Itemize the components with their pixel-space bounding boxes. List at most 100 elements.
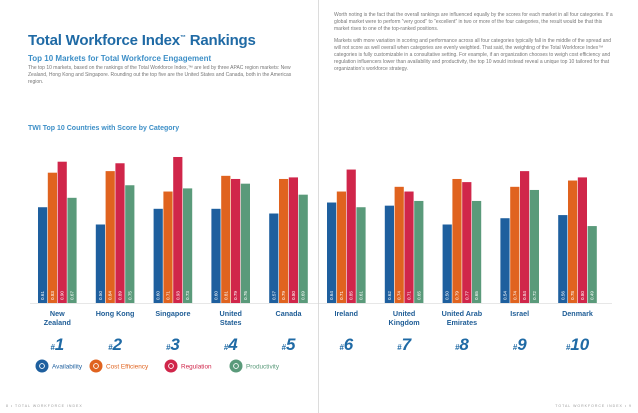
category-label-united-states: States (220, 318, 242, 327)
bar-united-arab-emirates-regulation (462, 182, 472, 303)
rank-ireland: #6 (339, 335, 353, 354)
data-label-denmark-productivity: 0.49 (590, 291, 595, 300)
data-label-singapore-regulation: 0.93 (175, 291, 180, 300)
category-label-israel: Israel (510, 309, 529, 318)
data-label-ireland-regulation: 0.85 (349, 291, 354, 300)
data-label-ireland-cost-efficiency: 0.71 (339, 291, 344, 300)
bar-united-states-productivity (240, 183, 250, 303)
bar-canada-availability (269, 213, 279, 303)
legend-availability-glyph (39, 363, 45, 369)
bar-united-kingdom-cost-efficiency (394, 186, 404, 303)
category-label-canada: Canada (276, 309, 303, 318)
data-label-united-kingdom-availability: 0.62 (387, 291, 392, 300)
data-label-new-zealand-productivity: 0.67 (70, 291, 75, 300)
data-label-new-zealand-availability: 0.61 (40, 291, 45, 300)
category-label-new-zealand: New (50, 309, 65, 318)
data-label-hong-kong-regulation: 0.89 (118, 291, 123, 300)
bar-hong-kong-regulation (115, 163, 125, 303)
data-label-united-states-cost-efficiency: 0.81 (223, 291, 228, 300)
category-label-united-kingdom: United (393, 309, 415, 318)
bar-united-kingdom-availability (384, 205, 394, 303)
bar-israel-productivity (529, 189, 539, 303)
bar-singapore-productivity (183, 188, 193, 303)
data-label-canada-cost-efficiency: 0.79 (281, 291, 286, 300)
data-label-hong-kong-availability: 0.50 (98, 291, 103, 300)
data-label-denmark-cost-efficiency: 0.78 (570, 291, 575, 300)
data-label-canada-availability: 0.57 (271, 291, 276, 300)
data-label-singapore-cost-efficiency: 0.71 (166, 291, 171, 300)
data-label-united-states-productivity: 0.76 (243, 291, 248, 300)
bar-ireland-cost-efficiency (336, 191, 346, 303)
category-label-united-arab-emirates: United Arab (442, 309, 483, 318)
data-label-united-kingdom-cost-efficiency: 0.74 (397, 291, 402, 300)
page-title: Total Workforce Index™ Rankings (28, 32, 256, 49)
data-label-united-states-availability: 0.60 (214, 291, 219, 300)
category-label-new-zealand: Zealand (44, 318, 71, 327)
bar-new-zealand-productivity (67, 197, 77, 303)
legend-regulation-label: Regulation (181, 364, 212, 371)
rank-denmark: #10 (566, 335, 590, 354)
right-column-text: Worth noting is the fact that the overal… (334, 12, 616, 78)
data-label-canada-productivity: 0.69 (301, 291, 306, 300)
category-label-denmark: Denmark (562, 309, 593, 318)
bar-united-states-cost-efficiency (221, 175, 231, 303)
legend-availability-icon (35, 359, 49, 373)
bar-ireland-availability (327, 202, 337, 303)
data-label-israel-regulation: 0.84 (522, 291, 527, 300)
intro-paragraph: The top 10 markets, based on the ranking… (28, 65, 292, 85)
category-label-hong-kong: Hong Kong (96, 309, 135, 318)
data-label-israel-productivity: 0.72 (532, 291, 537, 300)
legend-productivity-icon (229, 359, 243, 373)
bar-united-kingdom-productivity (414, 200, 424, 303)
bar-israel-regulation (520, 171, 530, 303)
rank-canada: #5 (282, 335, 296, 354)
bar-hong-kong-productivity (125, 185, 135, 303)
legend-cost-efficiency-glyph (93, 363, 99, 369)
bar-canada-productivity (298, 194, 308, 303)
category-label-united-kingdom: Kingdom (389, 318, 420, 327)
data-label-singapore-productivity: 0.73 (185, 291, 190, 300)
bar-israel-cost-efficiency (510, 186, 520, 303)
bar-israel-availability (500, 218, 510, 303)
rank-singapore: #3 (166, 335, 180, 354)
bar-singapore-availability (153, 208, 163, 303)
data-label-israel-availability: 0.54 (503, 291, 508, 300)
bar-hong-kong-availability (95, 224, 105, 303)
legend-productivity-glyph (233, 363, 239, 369)
data-label-united-kingdom-regulation: 0.71 (407, 291, 412, 300)
data-label-united-arab-emirates-cost-efficiency: 0.79 (455, 291, 460, 300)
category-label-united-arab-emirates: Emirates (447, 318, 477, 327)
bar-new-zealand-availability (38, 207, 48, 303)
data-label-hong-kong-cost-efficiency: 0.84 (108, 291, 113, 300)
bar-denmark-productivity (587, 226, 597, 303)
page-subtitle: Top 10 Markets for Total Workforce Engag… (28, 54, 212, 63)
data-label-singapore-availability: 0.60 (156, 291, 161, 300)
bar-united-arab-emirates-availability (442, 224, 452, 303)
bar-hong-kong-cost-efficiency (105, 171, 115, 303)
chart-title: TWI Top 10 Countries with Score by Categ… (28, 125, 180, 132)
category-label-singapore: Singapore (155, 309, 190, 318)
right-paragraph-1: Worth noting is the fact that the overal… (334, 12, 613, 32)
legend-availability-label: Availability (52, 364, 83, 371)
data-label-united-arab-emirates-productivity: 0.65 (474, 291, 479, 300)
rank-new-zealand: #1 (50, 335, 64, 354)
footer-left: 8 • TOTAL WORKFORCE INDEX (6, 404, 83, 408)
legend-regulation-icon (164, 359, 178, 373)
bar-united-arab-emirates-cost-efficiency (452, 178, 462, 303)
data-label-united-kingdom-productivity: 0.65 (416, 291, 421, 300)
data-label-united-arab-emirates-availability: 0.50 (445, 291, 450, 300)
bar-ireland-productivity (356, 207, 366, 303)
bar-singapore-cost-efficiency (163, 191, 173, 303)
category-label-ireland: Ireland (335, 309, 359, 318)
bar-canada-regulation (288, 177, 298, 303)
bar-united-kingdom-regulation (404, 191, 414, 303)
bar-united-arab-emirates-productivity (472, 200, 482, 303)
legend-cost-efficiency-icon (89, 359, 103, 373)
rank-united-kingdom: #7 (397, 335, 412, 354)
rank-united-arab-emirates: #8 (455, 335, 469, 354)
data-label-canada-regulation: 0.80 (291, 291, 296, 300)
data-label-ireland-availability: 0.64 (329, 291, 334, 300)
legend-cost-efficiency-label: Cost Efficiency (106, 364, 149, 371)
rank-united-states: #4 (224, 335, 238, 354)
